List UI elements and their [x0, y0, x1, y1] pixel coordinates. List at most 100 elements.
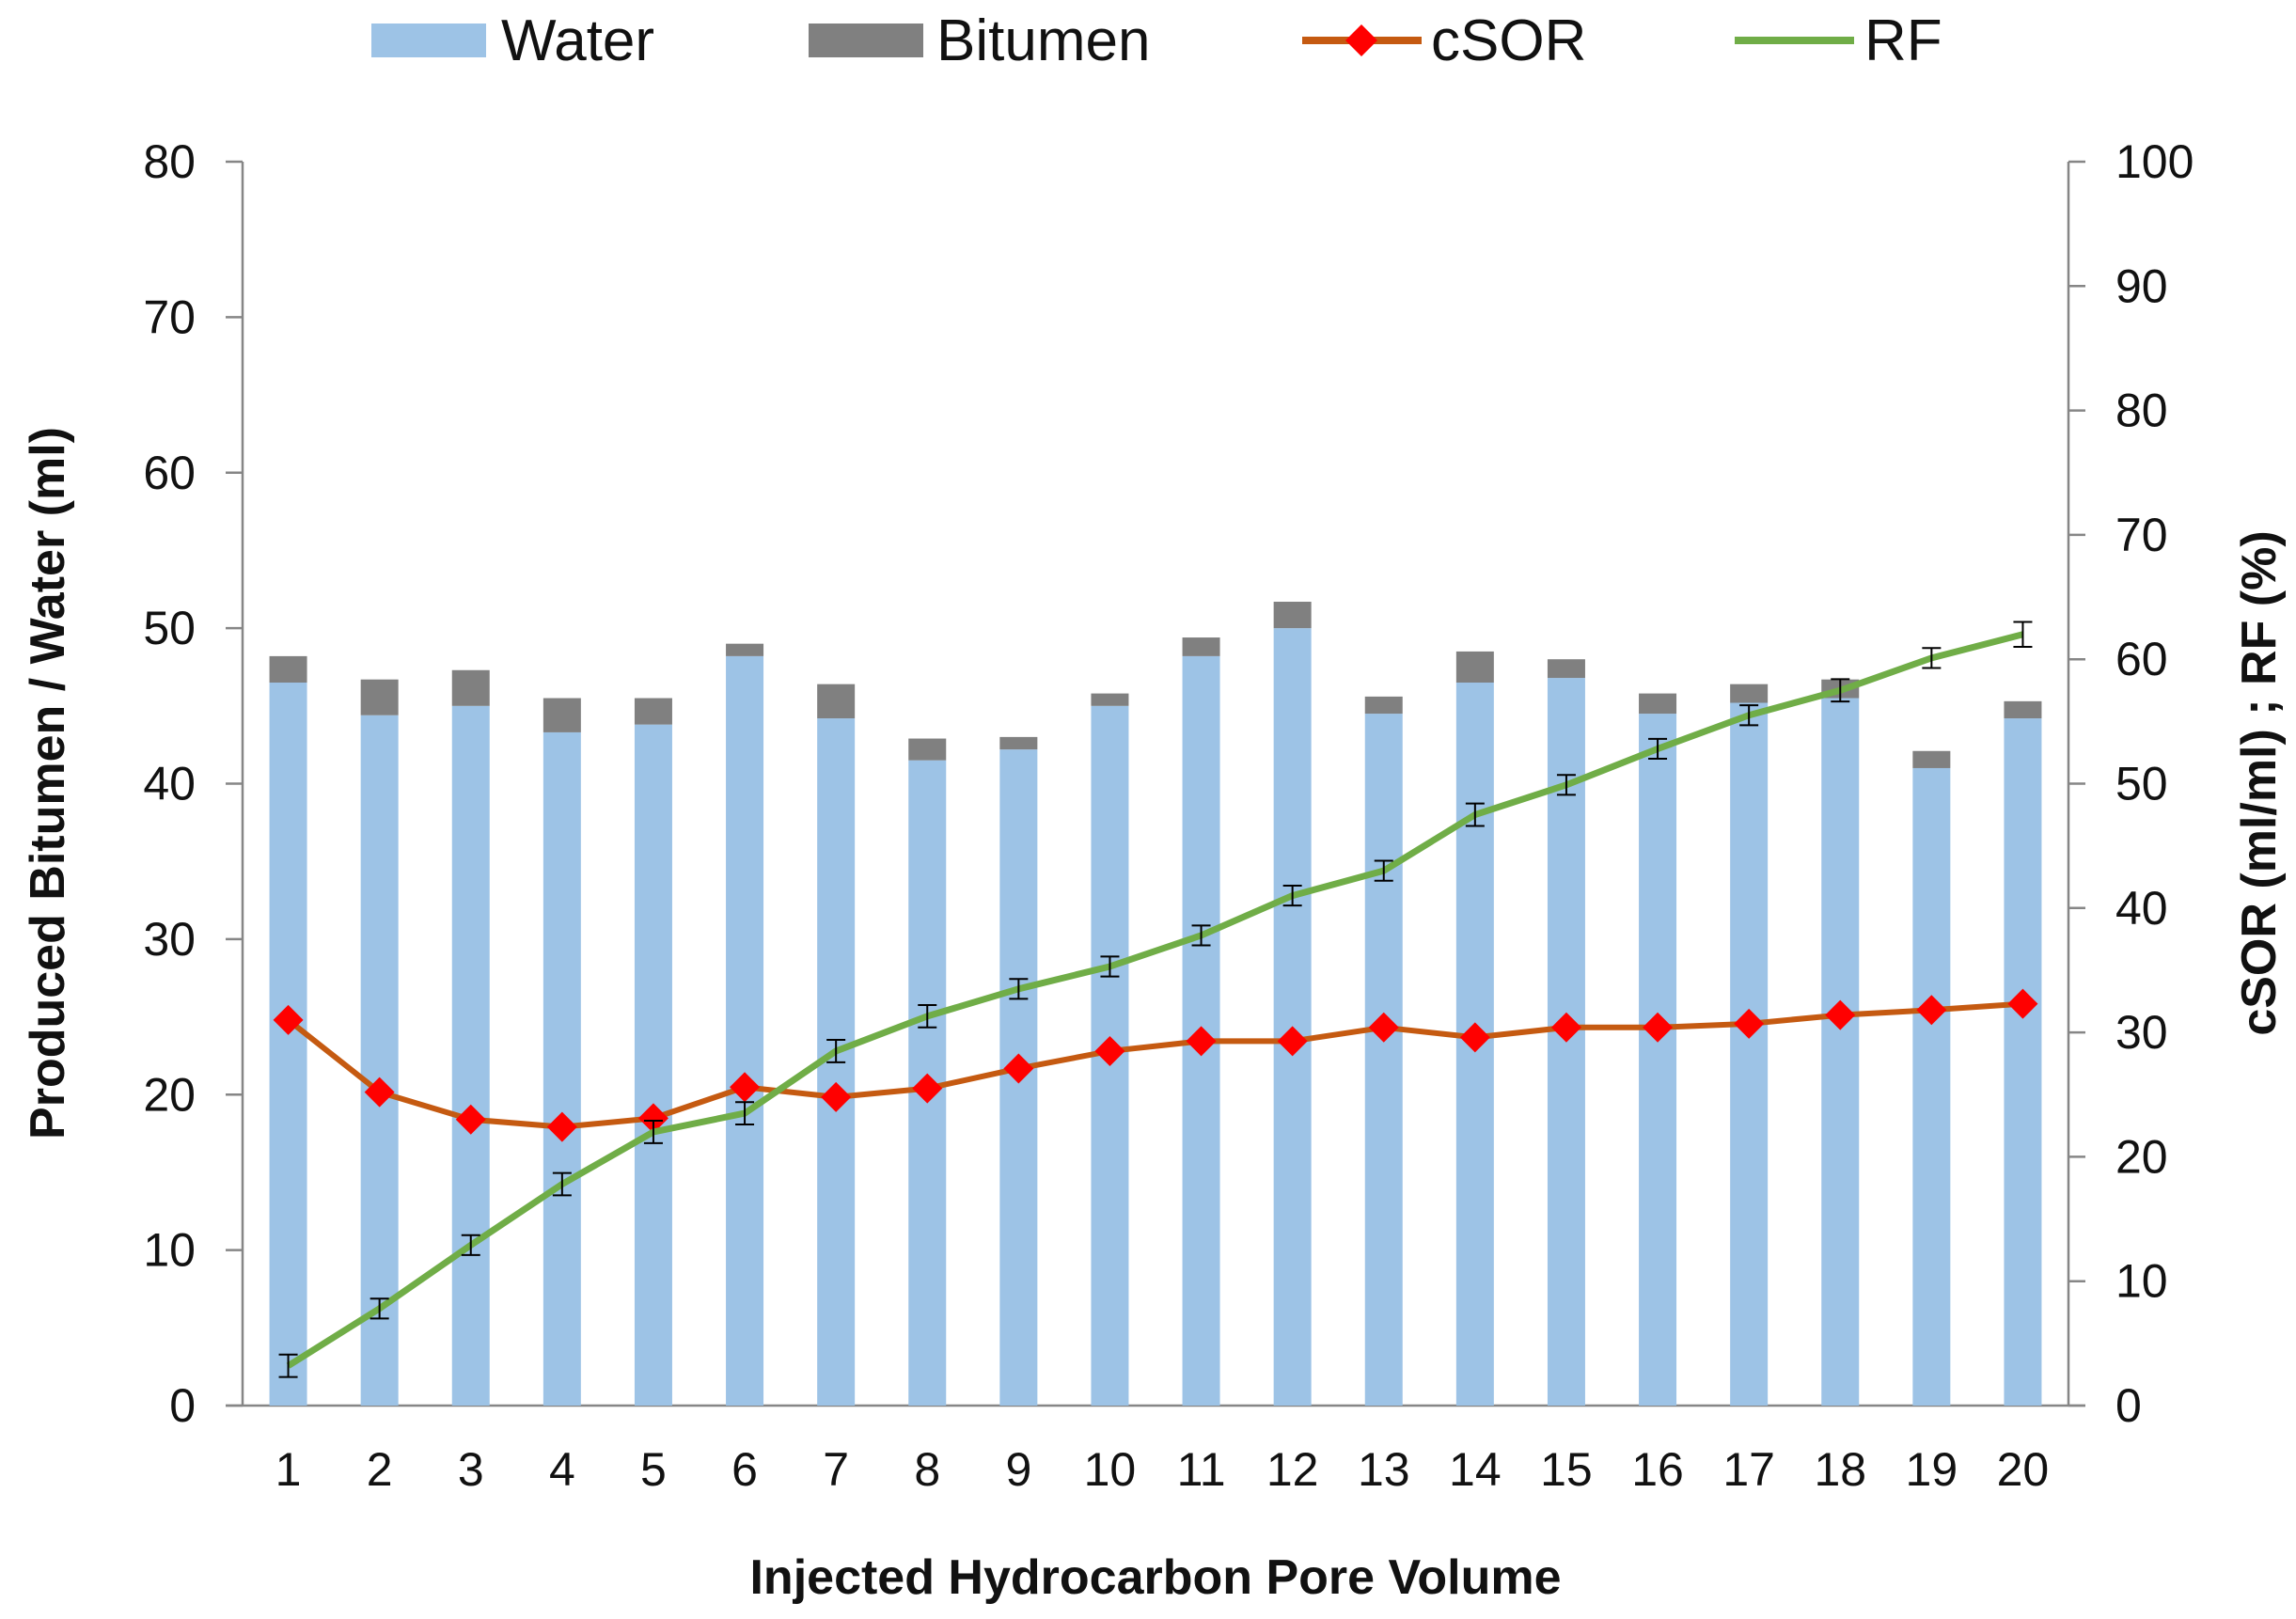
bitumen-bar: [1273, 602, 1312, 629]
y-left-tick-label: 50: [143, 602, 196, 654]
y-right-tick-label: 0: [2115, 1379, 2142, 1432]
y-left-tick-label: 0: [169, 1379, 196, 1432]
x-tick-label: 3: [458, 1443, 484, 1496]
legend-csor-marker: [1345, 24, 1377, 56]
x-tick-label: 17: [1722, 1443, 1775, 1496]
y-right-tick-label: 70: [2115, 509, 2168, 561]
csor-point: [637, 1103, 668, 1134]
csor-point: [912, 1073, 943, 1104]
x-tick-label: 19: [1906, 1443, 1958, 1496]
water-bar: [360, 715, 399, 1406]
csor-point: [273, 1004, 304, 1035]
bitumen-bar: [2004, 700, 2042, 719]
legend: Water Bitumen cSOR RF: [371, 8, 1942, 73]
y-right-tick-label: 10: [2115, 1255, 2168, 1308]
x-axis-title: Injected Hydrocarbon Pore Volume: [749, 1550, 1561, 1605]
csor-point: [1368, 1012, 1399, 1043]
x-tick-label: 1: [275, 1443, 302, 1496]
y2-axis-title: cSOR (ml/ml) ; RF (%): [2232, 530, 2287, 1035]
y-right-tick-label: 50: [2115, 758, 2168, 810]
bitumen-bar: [1730, 684, 1769, 703]
y-left-tick-label: 70: [143, 291, 196, 343]
x-tick-label: 11: [1177, 1443, 1226, 1496]
x-tick-label: 5: [640, 1443, 667, 1496]
water-bar: [1912, 767, 1951, 1406]
y-axis-title: Produced Bitumen / Water (ml): [21, 427, 75, 1140]
y-right-tick-label: 90: [2115, 259, 2168, 312]
x-tick-label: 15: [1540, 1443, 1593, 1496]
x-tick-label: 16: [1631, 1443, 1684, 1496]
water-bar: [726, 655, 764, 1406]
legend-bitumen-swatch: [809, 24, 923, 57]
bitumen-bar: [908, 738, 947, 761]
bars: [269, 602, 2042, 1406]
water-bar: [269, 683, 307, 1406]
y-right-tick-label: 40: [2115, 882, 2168, 935]
bitumen-bar: [999, 736, 1038, 750]
water-bar: [2004, 718, 2042, 1406]
csor-point: [1734, 1008, 1765, 1039]
y-right-tick-label: 60: [2115, 633, 2168, 685]
x-tick-label: 7: [823, 1443, 849, 1496]
csor-point: [1916, 995, 1947, 1026]
x-tick-label: 18: [1814, 1443, 1866, 1496]
legend-rf-label: RF: [1864, 8, 1942, 73]
legend-water-swatch: [371, 24, 486, 57]
water-bar: [634, 724, 672, 1406]
x-tick-label: 12: [1266, 1443, 1319, 1496]
y-left-tick-label: 60: [143, 447, 196, 499]
water-bar: [543, 731, 581, 1406]
csor-point: [730, 1072, 761, 1103]
csor-point: [1003, 1053, 1034, 1084]
bitumen-bar: [1364, 696, 1403, 715]
y-right-ticks: 0 10 20 30 40 50 60 70 80 90 100: [2068, 135, 2194, 1432]
water-bar: [451, 705, 490, 1406]
x-tick-label: 6: [731, 1443, 758, 1496]
x-ticks: 1 2 3 4 5 6 7 8 9 10 11 12 13 14 15 16 17 18 19 20: [275, 1443, 2050, 1496]
water-bar: [1364, 714, 1403, 1406]
x-tick-label: 2: [367, 1443, 393, 1496]
csor-point: [1643, 1012, 1674, 1043]
bitumen-bar: [451, 669, 490, 706]
y-right-tick-label: 30: [2115, 1006, 2168, 1059]
csor-point: [364, 1077, 395, 1108]
csor-point: [1550, 1012, 1581, 1043]
bitumen-bar: [1091, 693, 1129, 706]
bitumen-bar: [360, 679, 399, 715]
x-tick-label: 13: [1358, 1443, 1410, 1496]
bitumen-bar: [817, 684, 856, 719]
csor-line: [286, 1000, 2023, 1130]
csor-series: [273, 988, 2038, 1142]
csor-point: [2007, 988, 2038, 1019]
bitumen-bar: [1182, 637, 1220, 656]
csor-point: [1277, 1026, 1308, 1057]
y-right-tick-label: 100: [2115, 135, 2194, 188]
csor-point: [1459, 1022, 1490, 1053]
csor-point: [1094, 1035, 1125, 1066]
legend-water-label: Water: [501, 8, 654, 73]
bitumen-bar: [1912, 750, 1951, 768]
csor-point: [1825, 999, 1856, 1030]
rf-line: [286, 631, 2024, 1369]
water-bar: [1821, 698, 1860, 1406]
water-bar: [1730, 702, 1769, 1406]
bitumen-bar: [543, 698, 581, 732]
bitumen-bar: [1455, 651, 1494, 684]
csor-point: [546, 1111, 577, 1142]
x-tick-label: 8: [914, 1443, 940, 1496]
bitumen-bar: [1547, 659, 1585, 679]
rf-series: [278, 621, 2033, 1378]
y-left-tick-label: 40: [143, 758, 196, 810]
legend-csor-label: cSOR: [1431, 8, 1586, 73]
legend-bitumen-label: Bitumen: [936, 8, 1150, 73]
y-right-tick-label: 20: [2115, 1130, 2168, 1183]
y-right-tick-label: 80: [2115, 385, 2168, 437]
x-tick-label: 20: [1997, 1443, 2050, 1496]
bitumen-bar: [269, 655, 307, 684]
bitumen-bar: [634, 698, 672, 725]
bitumen-bar: [726, 643, 764, 656]
y-left-tick-label: 80: [143, 135, 196, 188]
water-bar: [1273, 628, 1312, 1406]
x-tick-label: 10: [1084, 1443, 1137, 1496]
